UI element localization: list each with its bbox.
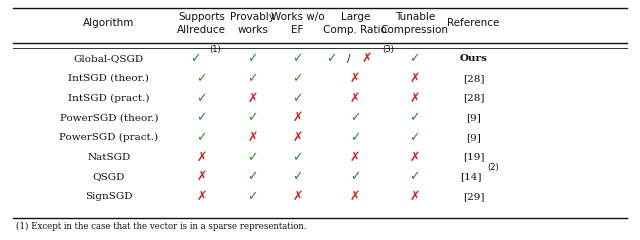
Text: ✓: ✓ — [410, 131, 420, 144]
Text: ✓: ✓ — [248, 52, 258, 65]
Text: [28]: [28] — [463, 74, 484, 83]
Text: ✗: ✗ — [292, 190, 303, 203]
Text: [29]: [29] — [463, 192, 484, 201]
Text: ✗: ✗ — [350, 72, 360, 85]
Text: (2): (2) — [488, 163, 499, 172]
Text: ✓: ✓ — [292, 151, 303, 164]
Text: QSGD: QSGD — [93, 172, 125, 181]
Text: Ours: Ours — [460, 54, 488, 63]
Text: ✓: ✓ — [410, 52, 420, 65]
Text: ✓: ✓ — [350, 170, 360, 183]
Text: Tunable
Compression: Tunable Compression — [381, 12, 449, 35]
Text: Supports
Allreduce: Supports Allreduce — [177, 12, 226, 35]
Text: ✗: ✗ — [196, 190, 207, 203]
Text: ✗: ✗ — [292, 111, 303, 124]
Text: [9]: [9] — [466, 133, 481, 142]
Text: NatSGD: NatSGD — [87, 153, 131, 162]
Text: ✓: ✓ — [292, 92, 303, 105]
Text: ✓: ✓ — [350, 131, 360, 144]
Text: ✗: ✗ — [196, 151, 207, 164]
Text: Reference: Reference — [447, 18, 500, 28]
Text: ✗: ✗ — [350, 151, 360, 164]
Text: ✗: ✗ — [410, 72, 420, 85]
Text: ✓: ✓ — [292, 170, 303, 183]
Text: ✗: ✗ — [410, 190, 420, 203]
Text: ✗: ✗ — [350, 190, 360, 203]
Text: Large
Comp. Ratio: Large Comp. Ratio — [323, 12, 387, 35]
Text: ✗: ✗ — [196, 170, 207, 183]
Text: Global-QSGD: Global-QSGD — [74, 54, 144, 63]
Text: ✓: ✓ — [248, 190, 258, 203]
Text: IntSGD (theor.): IntSGD (theor.) — [68, 74, 149, 83]
Text: ✗: ✗ — [248, 92, 258, 105]
Text: ✓: ✓ — [196, 131, 207, 144]
Text: ✓: ✓ — [350, 111, 360, 124]
Text: PowerSGD (theor.): PowerSGD (theor.) — [60, 113, 158, 122]
Text: ✓: ✓ — [196, 92, 207, 105]
Text: (1) Except in the case that the vector is in a sparse representation.: (1) Except in the case that the vector i… — [16, 222, 307, 231]
Text: ✗: ✗ — [248, 131, 258, 144]
Text: ✓: ✓ — [326, 52, 336, 65]
Text: [28]: [28] — [463, 94, 484, 103]
Text: ✓: ✓ — [196, 72, 207, 85]
Text: ✓: ✓ — [248, 72, 258, 85]
Text: IntSGD (pract.): IntSGD (pract.) — [68, 94, 150, 103]
Text: Provably
works: Provably works — [230, 12, 275, 35]
Text: [9]: [9] — [466, 113, 481, 122]
Text: ✗: ✗ — [362, 52, 372, 65]
Text: ✓: ✓ — [248, 170, 258, 183]
Text: Works w/o
EF: Works w/o EF — [271, 12, 324, 35]
Text: PowerSGD (pract.): PowerSGD (pract.) — [60, 133, 158, 142]
Text: ✓: ✓ — [292, 52, 303, 65]
Text: ✓: ✓ — [248, 151, 258, 164]
Text: ✗: ✗ — [350, 92, 360, 105]
Text: SignSGD: SignSGD — [85, 192, 132, 201]
Text: ✓: ✓ — [190, 52, 200, 65]
Text: ✓: ✓ — [196, 111, 207, 124]
Text: ✗: ✗ — [410, 151, 420, 164]
Text: ✗: ✗ — [410, 92, 420, 105]
Text: [14]: [14] — [460, 172, 481, 181]
Text: ✓: ✓ — [410, 170, 420, 183]
Text: (3): (3) — [382, 44, 394, 54]
Text: [19]: [19] — [463, 153, 484, 162]
Text: ✓: ✓ — [410, 111, 420, 124]
Text: ✗: ✗ — [292, 131, 303, 144]
Text: /: / — [347, 54, 351, 64]
Text: ✓: ✓ — [248, 111, 258, 124]
Text: ✓: ✓ — [292, 72, 303, 85]
Text: (1): (1) — [209, 44, 221, 54]
Text: Algorithm: Algorithm — [83, 18, 134, 28]
